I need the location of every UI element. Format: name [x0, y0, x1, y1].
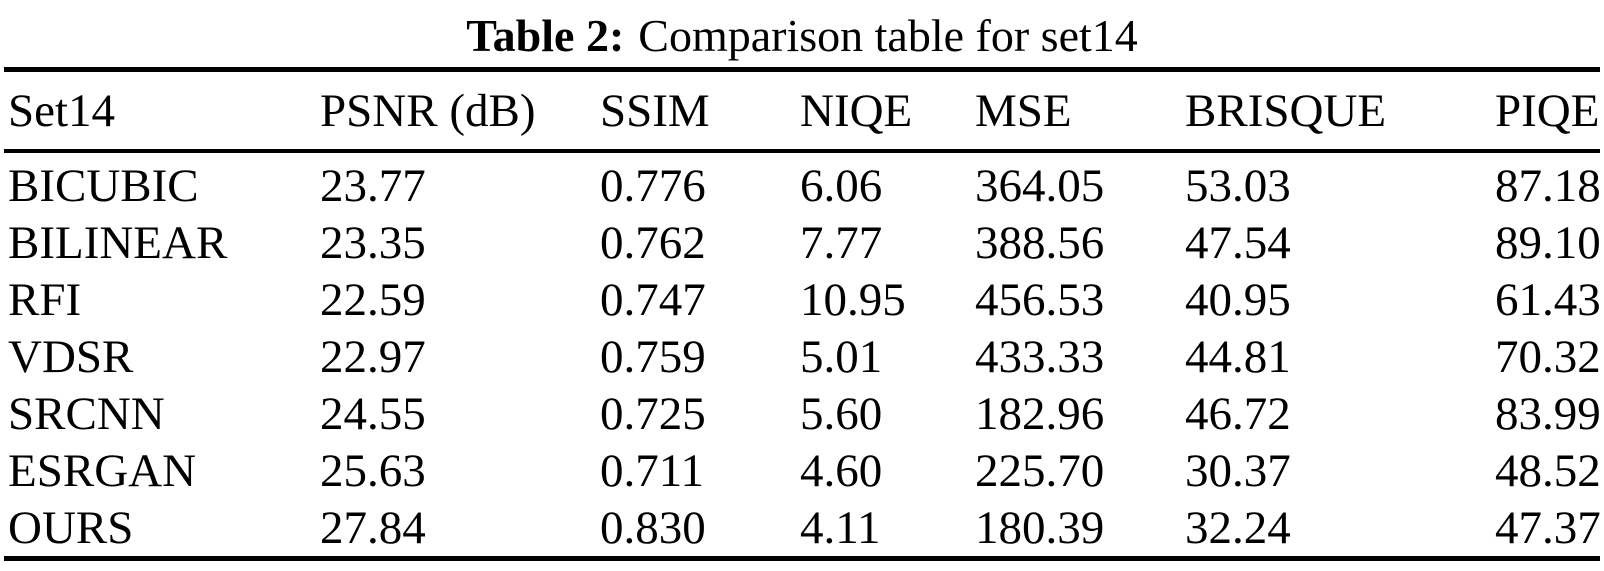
value-cell: 456.53	[975, 273, 1105, 326]
value-cell: 23.35	[320, 216, 426, 269]
method-cell: SRCNN	[8, 387, 165, 440]
table-caption-label: Table 2:	[466, 10, 625, 61]
value-cell: 22.59	[320, 273, 426, 326]
table-row: SRCNN 24.55 0.725 5.60 182.96 46.72 83.9…	[4, 385, 1601, 442]
value-cell: 0.759	[600, 330, 706, 383]
value-cell: 0.725	[600, 387, 706, 440]
table-row: BILINEAR 23.35 0.762 7.77 388.56 47.54 8…	[4, 214, 1601, 271]
method-cell: BICUBIC	[8, 159, 199, 212]
table-row: RFI 22.59 0.747 10.95 456.53 40.95 61.43	[4, 271, 1601, 328]
method-cell: RFI	[8, 273, 82, 326]
value-cell: 32.24	[1185, 501, 1291, 554]
value-cell: 10.95	[800, 273, 906, 326]
value-cell: 83.99	[1495, 387, 1601, 440]
value-cell: 46.72	[1185, 387, 1291, 440]
method-cell: OURS	[8, 501, 134, 554]
value-cell: 27.84	[320, 501, 426, 554]
value-cell: 4.11	[800, 501, 881, 554]
column-header-brisque: BRISQUE	[1185, 69, 1495, 153]
table-row: ESRGAN 25.63 0.711 4.60 225.70 30.37 48.…	[4, 442, 1601, 499]
value-cell: 388.56	[975, 216, 1105, 269]
value-cell: 47.54	[1185, 216, 1291, 269]
value-cell: 180.39	[975, 501, 1105, 554]
value-cell: 25.63	[320, 444, 426, 497]
comparison-table: Set14 PSNR (dB) SSIM NIQE MSE BRISQUE PI…	[4, 67, 1601, 561]
table-row: VDSR 22.97 0.759 5.01 433.33 44.81 70.32	[4, 328, 1601, 385]
value-cell: 364.05	[975, 159, 1105, 212]
value-cell: 7.77	[800, 216, 883, 269]
value-cell: 0.762	[600, 216, 706, 269]
value-cell: 22.97	[320, 330, 426, 383]
method-cell: VDSR	[8, 330, 134, 383]
value-cell: 0.776	[600, 159, 706, 212]
value-cell: 48.52	[1495, 444, 1601, 497]
value-cell: 30.37	[1185, 444, 1291, 497]
column-header-mse: MSE	[975, 69, 1185, 153]
table-caption-text: Comparison table for set14	[638, 10, 1138, 61]
column-header-ssim: SSIM	[600, 69, 800, 153]
value-cell: 47.37	[1495, 501, 1601, 554]
value-cell: 225.70	[975, 444, 1105, 497]
value-cell: 87.18	[1495, 159, 1601, 212]
value-cell: 4.60	[800, 444, 883, 497]
value-cell: 44.81	[1185, 330, 1291, 383]
value-cell: 89.10	[1495, 216, 1601, 269]
value-cell: 24.55	[320, 387, 426, 440]
column-header-set14: Set14	[4, 69, 320, 153]
value-cell: 0.747	[600, 273, 706, 326]
column-header-piqe: PIQE	[1495, 69, 1600, 153]
value-cell: 40.95	[1185, 273, 1291, 326]
value-cell: 6.06	[800, 159, 883, 212]
value-cell: 23.77	[320, 159, 426, 212]
value-cell: 61.43	[1495, 273, 1601, 326]
value-cell: 182.96	[975, 387, 1105, 440]
value-cell: 53.03	[1185, 159, 1291, 212]
table-row: BICUBIC 23.77 0.776 6.06 364.05 53.03 87…	[4, 151, 1601, 214]
table-header-row: Set14 PSNR (dB) SSIM NIQE MSE BRISQUE PI…	[4, 69, 1600, 153]
value-cell: 5.01	[800, 330, 883, 383]
method-cell: BILINEAR	[8, 216, 228, 269]
method-cell: ESRGAN	[8, 444, 197, 497]
value-cell: 433.33	[975, 330, 1105, 383]
table-row: OURS 27.84 0.830 4.11 180.39 32.24 47.37	[4, 499, 1601, 559]
value-cell: 5.60	[800, 387, 883, 440]
column-header-niqe: NIQE	[800, 69, 975, 153]
column-header-psnr: PSNR (dB)	[320, 69, 600, 153]
value-cell: 0.830	[600, 501, 706, 554]
value-cell: 70.32	[1495, 330, 1601, 383]
table-caption: Table 2: Comparison table for set14	[0, 0, 1604, 67]
value-cell: 0.711	[600, 444, 705, 497]
